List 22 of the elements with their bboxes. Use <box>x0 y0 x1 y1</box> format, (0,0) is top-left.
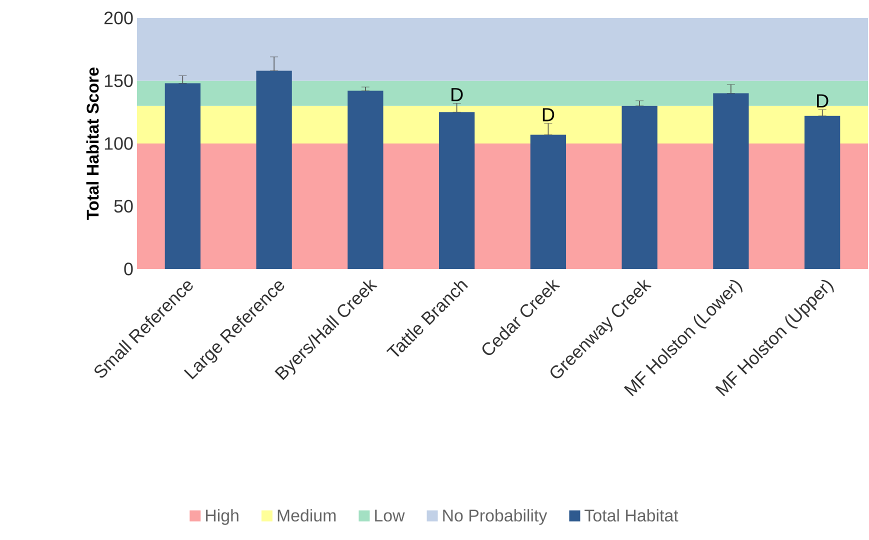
y-tick-label: 50 <box>114 200 133 213</box>
legend-label: No Probability <box>443 509 548 525</box>
bar <box>804 116 840 269</box>
legend-label: High <box>206 509 238 525</box>
legend-label: Total Habitat <box>584 509 678 522</box>
y-tick-label: 200 <box>104 12 133 24</box>
bar <box>622 106 658 269</box>
annotation: D <box>542 108 554 122</box>
annotation: D <box>452 88 463 102</box>
bar <box>530 134 566 269</box>
bar <box>713 93 749 269</box>
y-axis-title: Total Habitat Score <box>86 68 99 220</box>
bar <box>439 112 475 269</box>
legend-label: Medium <box>278 509 336 522</box>
bar <box>348 90 384 269</box>
annotation: D <box>817 94 828 108</box>
bar <box>256 70 292 269</box>
y-tick-label: 100 <box>104 137 133 150</box>
bar <box>164 83 201 269</box>
y-tick-label: 150 <box>104 74 133 88</box>
legend-label: Low <box>375 510 405 522</box>
y-tick-label: 0 <box>124 262 133 276</box>
